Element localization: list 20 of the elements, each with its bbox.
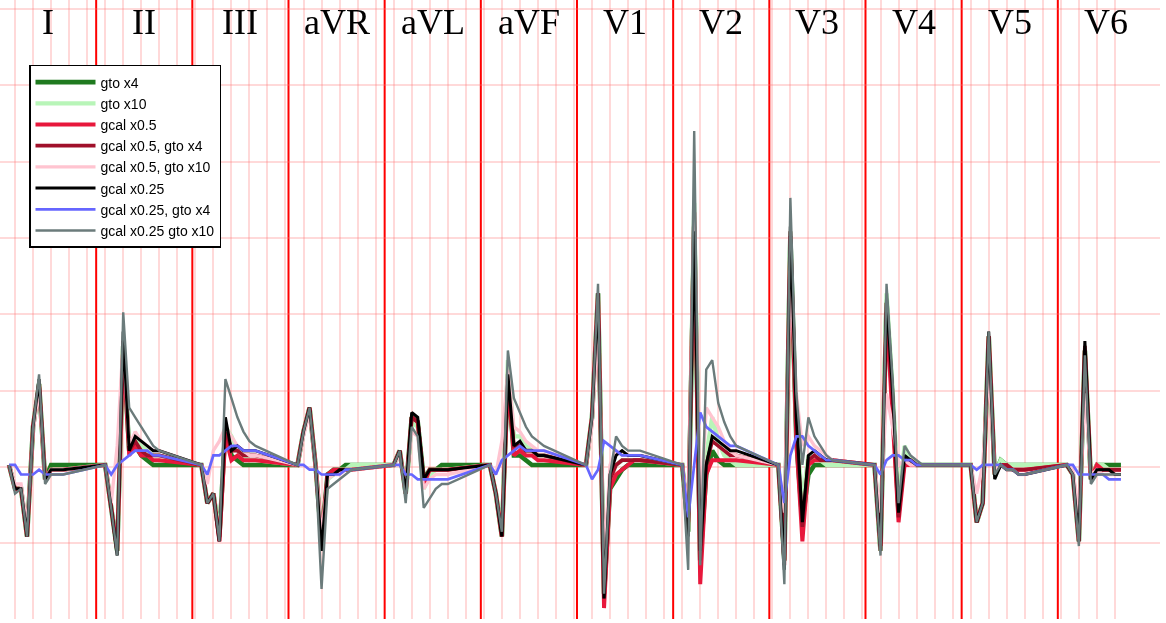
text: V4 bbox=[892, 2, 936, 42]
legend-label: gcal x0.25, gto x4 bbox=[100, 201, 211, 218]
legend-label: gcal x0.25 bbox=[100, 180, 165, 197]
legend-label: gto x10 bbox=[100, 95, 147, 112]
text: V3 bbox=[795, 2, 839, 42]
text: V5 bbox=[988, 2, 1032, 42]
legend-label: gcal x0.25 gto x10 bbox=[100, 222, 215, 239]
text: V2 bbox=[699, 2, 743, 42]
legend-label: gcal x0.5 bbox=[100, 116, 157, 133]
text: V6 bbox=[1084, 2, 1128, 42]
text: I bbox=[42, 2, 54, 42]
legend-label: gto x4 bbox=[100, 74, 139, 91]
text: aVL bbox=[401, 2, 465, 42]
legend-label: gcal x0.5, gto x10 bbox=[100, 159, 211, 176]
text: aVR bbox=[304, 2, 370, 42]
legend-label: gcal x0.5, gto x4 bbox=[100, 138, 203, 155]
text: V1 bbox=[603, 2, 647, 42]
text: II bbox=[132, 2, 156, 42]
text: aVF bbox=[498, 2, 560, 42]
text: III bbox=[222, 2, 258, 42]
